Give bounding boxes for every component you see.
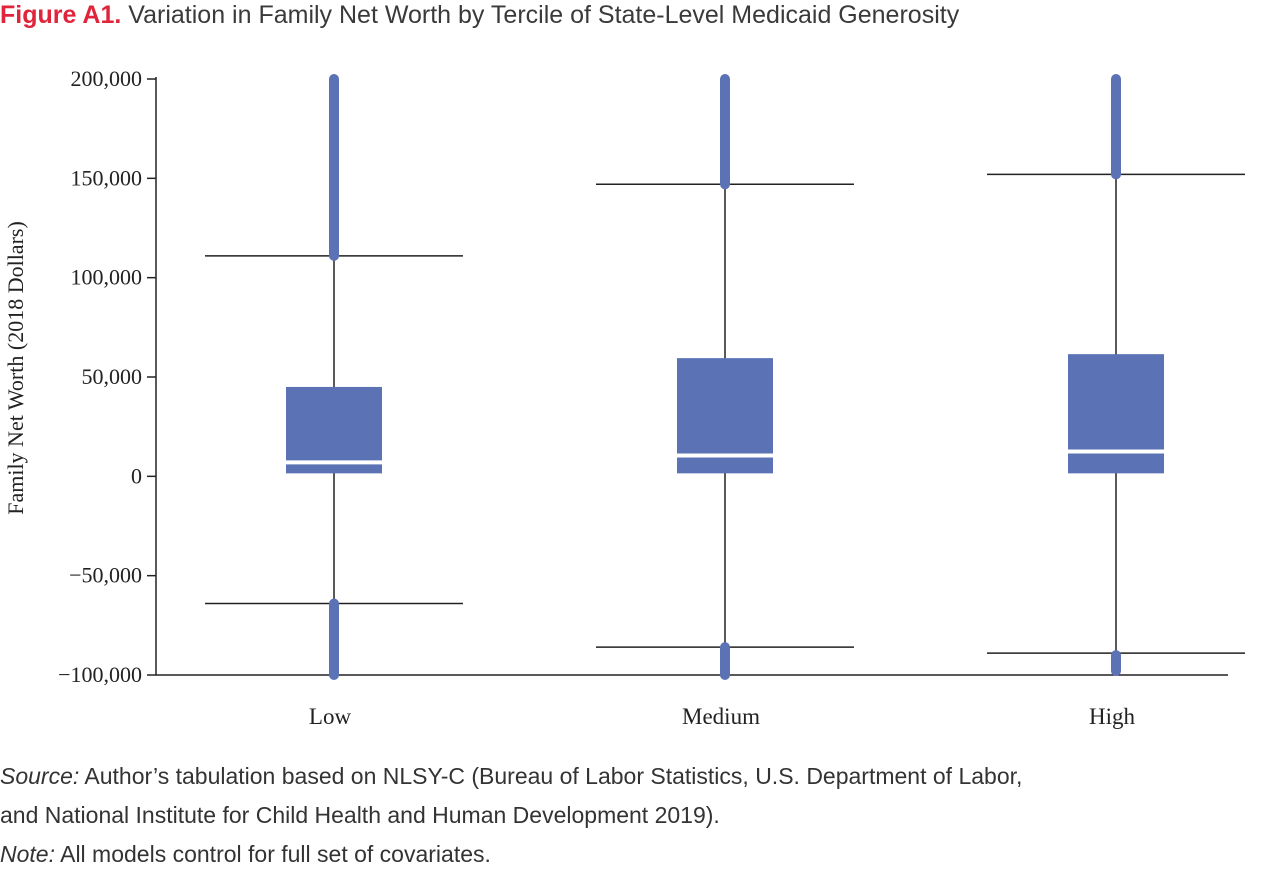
y-axis-title: Family Net Worth (2018 Dollars) xyxy=(3,221,28,515)
x-tick-label-low: Low xyxy=(309,704,352,729)
box-medium xyxy=(596,74,854,680)
y-tick-label: 150,000 xyxy=(71,165,143,190)
y-tick-label: 200,000 xyxy=(71,66,143,91)
iqr-box xyxy=(286,386,382,474)
iqr-box xyxy=(1068,354,1164,474)
source-text-line2: and National Institute for Child Health … xyxy=(0,802,720,828)
box-low xyxy=(205,74,463,680)
figure-title: Figure A1. Variation in Family Net Worth… xyxy=(0,0,1280,34)
x-tick-label-high: High xyxy=(1089,704,1136,729)
y-tick-label: −100,000 xyxy=(58,662,142,687)
note-label: Note: xyxy=(0,841,55,867)
y-tick-label: −50,000 xyxy=(69,563,142,588)
boxplot-series xyxy=(205,74,1245,680)
note-text: All models control for full set of covar… xyxy=(60,841,491,867)
source-note: Source: Author’s tabulation based on NLS… xyxy=(0,761,1280,791)
source-note-cont: and National Institute for Child Health … xyxy=(0,800,1280,830)
x-tick-label-medium: Medium xyxy=(682,704,760,729)
y-axis: 200,000 150,000 100,000 50,000 0 −50,000 −100,… xyxy=(58,66,1228,687)
y-tick-label: 0 xyxy=(131,463,142,488)
boxplot-chart: 200,000 150,000 100,000 50,000 0 −50,000 −100,… xyxy=(3,66,1245,729)
source-label: Source: xyxy=(0,763,80,789)
figure-number: Figure A1. xyxy=(0,1,122,29)
y-tick-label: 50,000 xyxy=(82,364,143,389)
y-tick-label: 100,000 xyxy=(71,265,143,290)
figure-title-text: Variation in Family Net Worth by Tercile… xyxy=(128,1,960,29)
model-note: Note: All models control for full set of… xyxy=(0,839,1280,869)
x-axis-labels: Low Medium High xyxy=(309,704,1136,729)
source-text-line1: Author’s tabulation based on NLSY-C (Bur… xyxy=(84,763,1023,789)
box-high xyxy=(987,74,1245,677)
